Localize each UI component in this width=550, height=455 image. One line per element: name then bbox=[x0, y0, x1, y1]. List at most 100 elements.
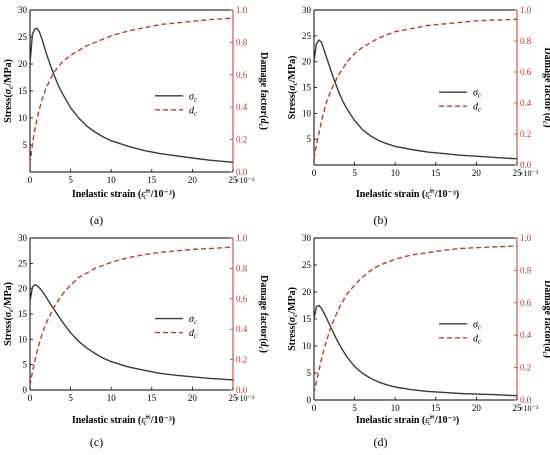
y-right-tick-label: 0.8 bbox=[236, 263, 248, 273]
y-left-tick-label: 10 bbox=[18, 113, 28, 123]
legend-label-main: d bbox=[473, 333, 479, 344]
x-tick-label: 10 bbox=[107, 175, 117, 185]
y-right-label-sub: c bbox=[541, 121, 549, 124]
y-right-tick-label: 0.0 bbox=[520, 160, 532, 170]
y-left-label: Stress(σc/MPa) bbox=[287, 56, 299, 120]
y-right-label-part: Damage factor( bbox=[258, 275, 269, 342]
y-left-tick-label: 20 bbox=[302, 57, 312, 67]
y-left-label-part: /MPa) bbox=[3, 282, 14, 310]
y-right-tick-label: 1.0 bbox=[520, 233, 532, 243]
x-label-sub: c bbox=[144, 419, 148, 427]
y-left-tick-label: 10 bbox=[302, 108, 312, 118]
series-line-stress bbox=[313, 304, 518, 397]
series-line-damage bbox=[313, 245, 518, 394]
y-left-tick-label: 25 bbox=[18, 32, 28, 42]
x-label-sup: in bbox=[429, 413, 435, 421]
x-tick-label: 0 bbox=[28, 393, 33, 403]
x-tick-label: 5 bbox=[68, 393, 73, 403]
y-right-tick-label: 0.6 bbox=[236, 294, 248, 304]
x-tick-label: 20 bbox=[472, 403, 482, 413]
legend-label: σc bbox=[473, 319, 482, 331]
y-right-label: Damage factor (dc) bbox=[541, 47, 550, 127]
y-right-tick-label: 0.6 bbox=[520, 298, 532, 308]
y-left-tick-label: 0 bbox=[23, 385, 28, 395]
y-left-label-symbol: σ bbox=[3, 88, 14, 94]
y-right-label-sub: c bbox=[541, 351, 549, 354]
y-left-label-sub: c bbox=[291, 82, 299, 85]
x-tick-label: 0 bbox=[312, 403, 317, 413]
legend-label-main: σ bbox=[473, 319, 479, 330]
series-line-damage bbox=[29, 246, 234, 386]
x-tick-label: 20 bbox=[188, 175, 198, 185]
y-right-tick-label: 0.4 bbox=[520, 330, 532, 340]
y-right-label-part: ) bbox=[258, 127, 269, 130]
panel-label: (c) bbox=[90, 435, 103, 449]
legend-label: dc bbox=[473, 333, 482, 345]
legend-label: σc bbox=[189, 314, 198, 326]
legend-label-main: d bbox=[189, 328, 195, 339]
y-right-label-part: Damage factor ( bbox=[542, 47, 550, 116]
y-right-label-part: ) bbox=[542, 124, 550, 127]
x-tick-label: 5 bbox=[68, 175, 73, 185]
chart-panel-3: 0 5 10 15 20 25×10⁻³0510152025300.00.20.40.60… bbox=[3, 233, 269, 449]
y-left-label-sub: c bbox=[7, 86, 15, 89]
y-left-tick-label: 30 bbox=[18, 233, 28, 243]
y-left-label-part: /MPa) bbox=[287, 56, 298, 84]
y-right-tick-label: 0.8 bbox=[520, 265, 532, 275]
x-axis-label: Inelastic strain (ε̃in c/10⁻³) bbox=[72, 413, 175, 427]
legend-label: dc bbox=[189, 105, 198, 117]
x-label-sub: c bbox=[428, 193, 432, 201]
y-left-tick-label: 5 bbox=[23, 140, 28, 150]
y-right-tick-label: 0.2 bbox=[520, 363, 531, 373]
y-left-label-symbol: σ bbox=[3, 311, 14, 317]
y-right-label: Damage factor(dc) bbox=[257, 52, 269, 130]
y-right-tick-label: 0.2 bbox=[236, 135, 247, 145]
panel-label: (b) bbox=[374, 213, 388, 227]
x-multiplier: ×10⁻³ bbox=[235, 176, 255, 185]
y-left-label-sub: c bbox=[291, 314, 299, 317]
x-label-unit: /10⁻³) bbox=[434, 415, 459, 426]
x-tick-label: 20 bbox=[188, 393, 198, 403]
x-tick-label: 20 bbox=[472, 168, 482, 178]
x-tick-label: 25 bbox=[229, 175, 239, 185]
x-label-sup: in bbox=[145, 187, 151, 195]
y-right-label-part: ) bbox=[258, 350, 269, 353]
legend-label: dc bbox=[473, 102, 482, 114]
y-left-label-part: Stress( bbox=[287, 322, 298, 351]
x-tick-label: 10 bbox=[391, 403, 401, 413]
y-left-tick-label: 0 bbox=[307, 395, 312, 405]
x-tick-label: 5 bbox=[352, 168, 357, 178]
x-tick-label: 5 bbox=[352, 403, 357, 413]
y-left-label-part: /MPa) bbox=[3, 59, 14, 87]
y-right-tick-label: 0.2 bbox=[236, 355, 247, 365]
panel-label: (d) bbox=[374, 435, 388, 449]
x-label-main: Inelastic strain ( bbox=[356, 189, 426, 200]
y-left-label-part: Stress( bbox=[3, 317, 14, 346]
x-label-unit: /10⁻³) bbox=[434, 189, 459, 200]
x-label-sub: c bbox=[144, 193, 148, 201]
x-tick-label: 15 bbox=[147, 175, 157, 185]
y-right-label-symbol: d bbox=[258, 118, 269, 124]
y-left-tick-label: 5 bbox=[307, 368, 312, 378]
y-right-tick-label: 0.4 bbox=[236, 324, 248, 334]
y-left-tick-label: 15 bbox=[302, 83, 312, 93]
x-multiplier: ×10⁻³ bbox=[519, 169, 539, 178]
series-line-damage bbox=[313, 18, 518, 159]
legend-label-sub: c bbox=[478, 323, 482, 331]
x-label-main: Inelastic strain ( bbox=[356, 415, 426, 426]
y-left-tick-label: 15 bbox=[18, 86, 28, 96]
y-left-tick-label: 20 bbox=[302, 287, 312, 297]
legend-label-sub: c bbox=[194, 332, 198, 340]
y-right-label: Damage factor(dc) bbox=[257, 275, 269, 353]
x-axis-label: Inelastic strain (ε̃in c/10⁻³) bbox=[72, 187, 175, 201]
x-tick-label: 25 bbox=[513, 403, 523, 413]
x-label-unit: /10⁻³) bbox=[150, 189, 175, 200]
legend-label-sub: c bbox=[478, 337, 482, 345]
series-line-stress bbox=[313, 39, 518, 160]
x-axis-label: Inelastic strain (ε̃in c/10⁻³) bbox=[356, 187, 459, 201]
y-right-tick-label: 1.0 bbox=[236, 233, 248, 243]
chart-panel-2: 0 5 10 15 20 25×10⁻³510152025300.00.20.40.60.… bbox=[287, 5, 550, 227]
y-left-label: Stress(σc/MPa) bbox=[3, 282, 15, 346]
y-right-tick-label: 1.0 bbox=[520, 5, 532, 15]
y-right-label-symbol: d bbox=[258, 341, 269, 347]
